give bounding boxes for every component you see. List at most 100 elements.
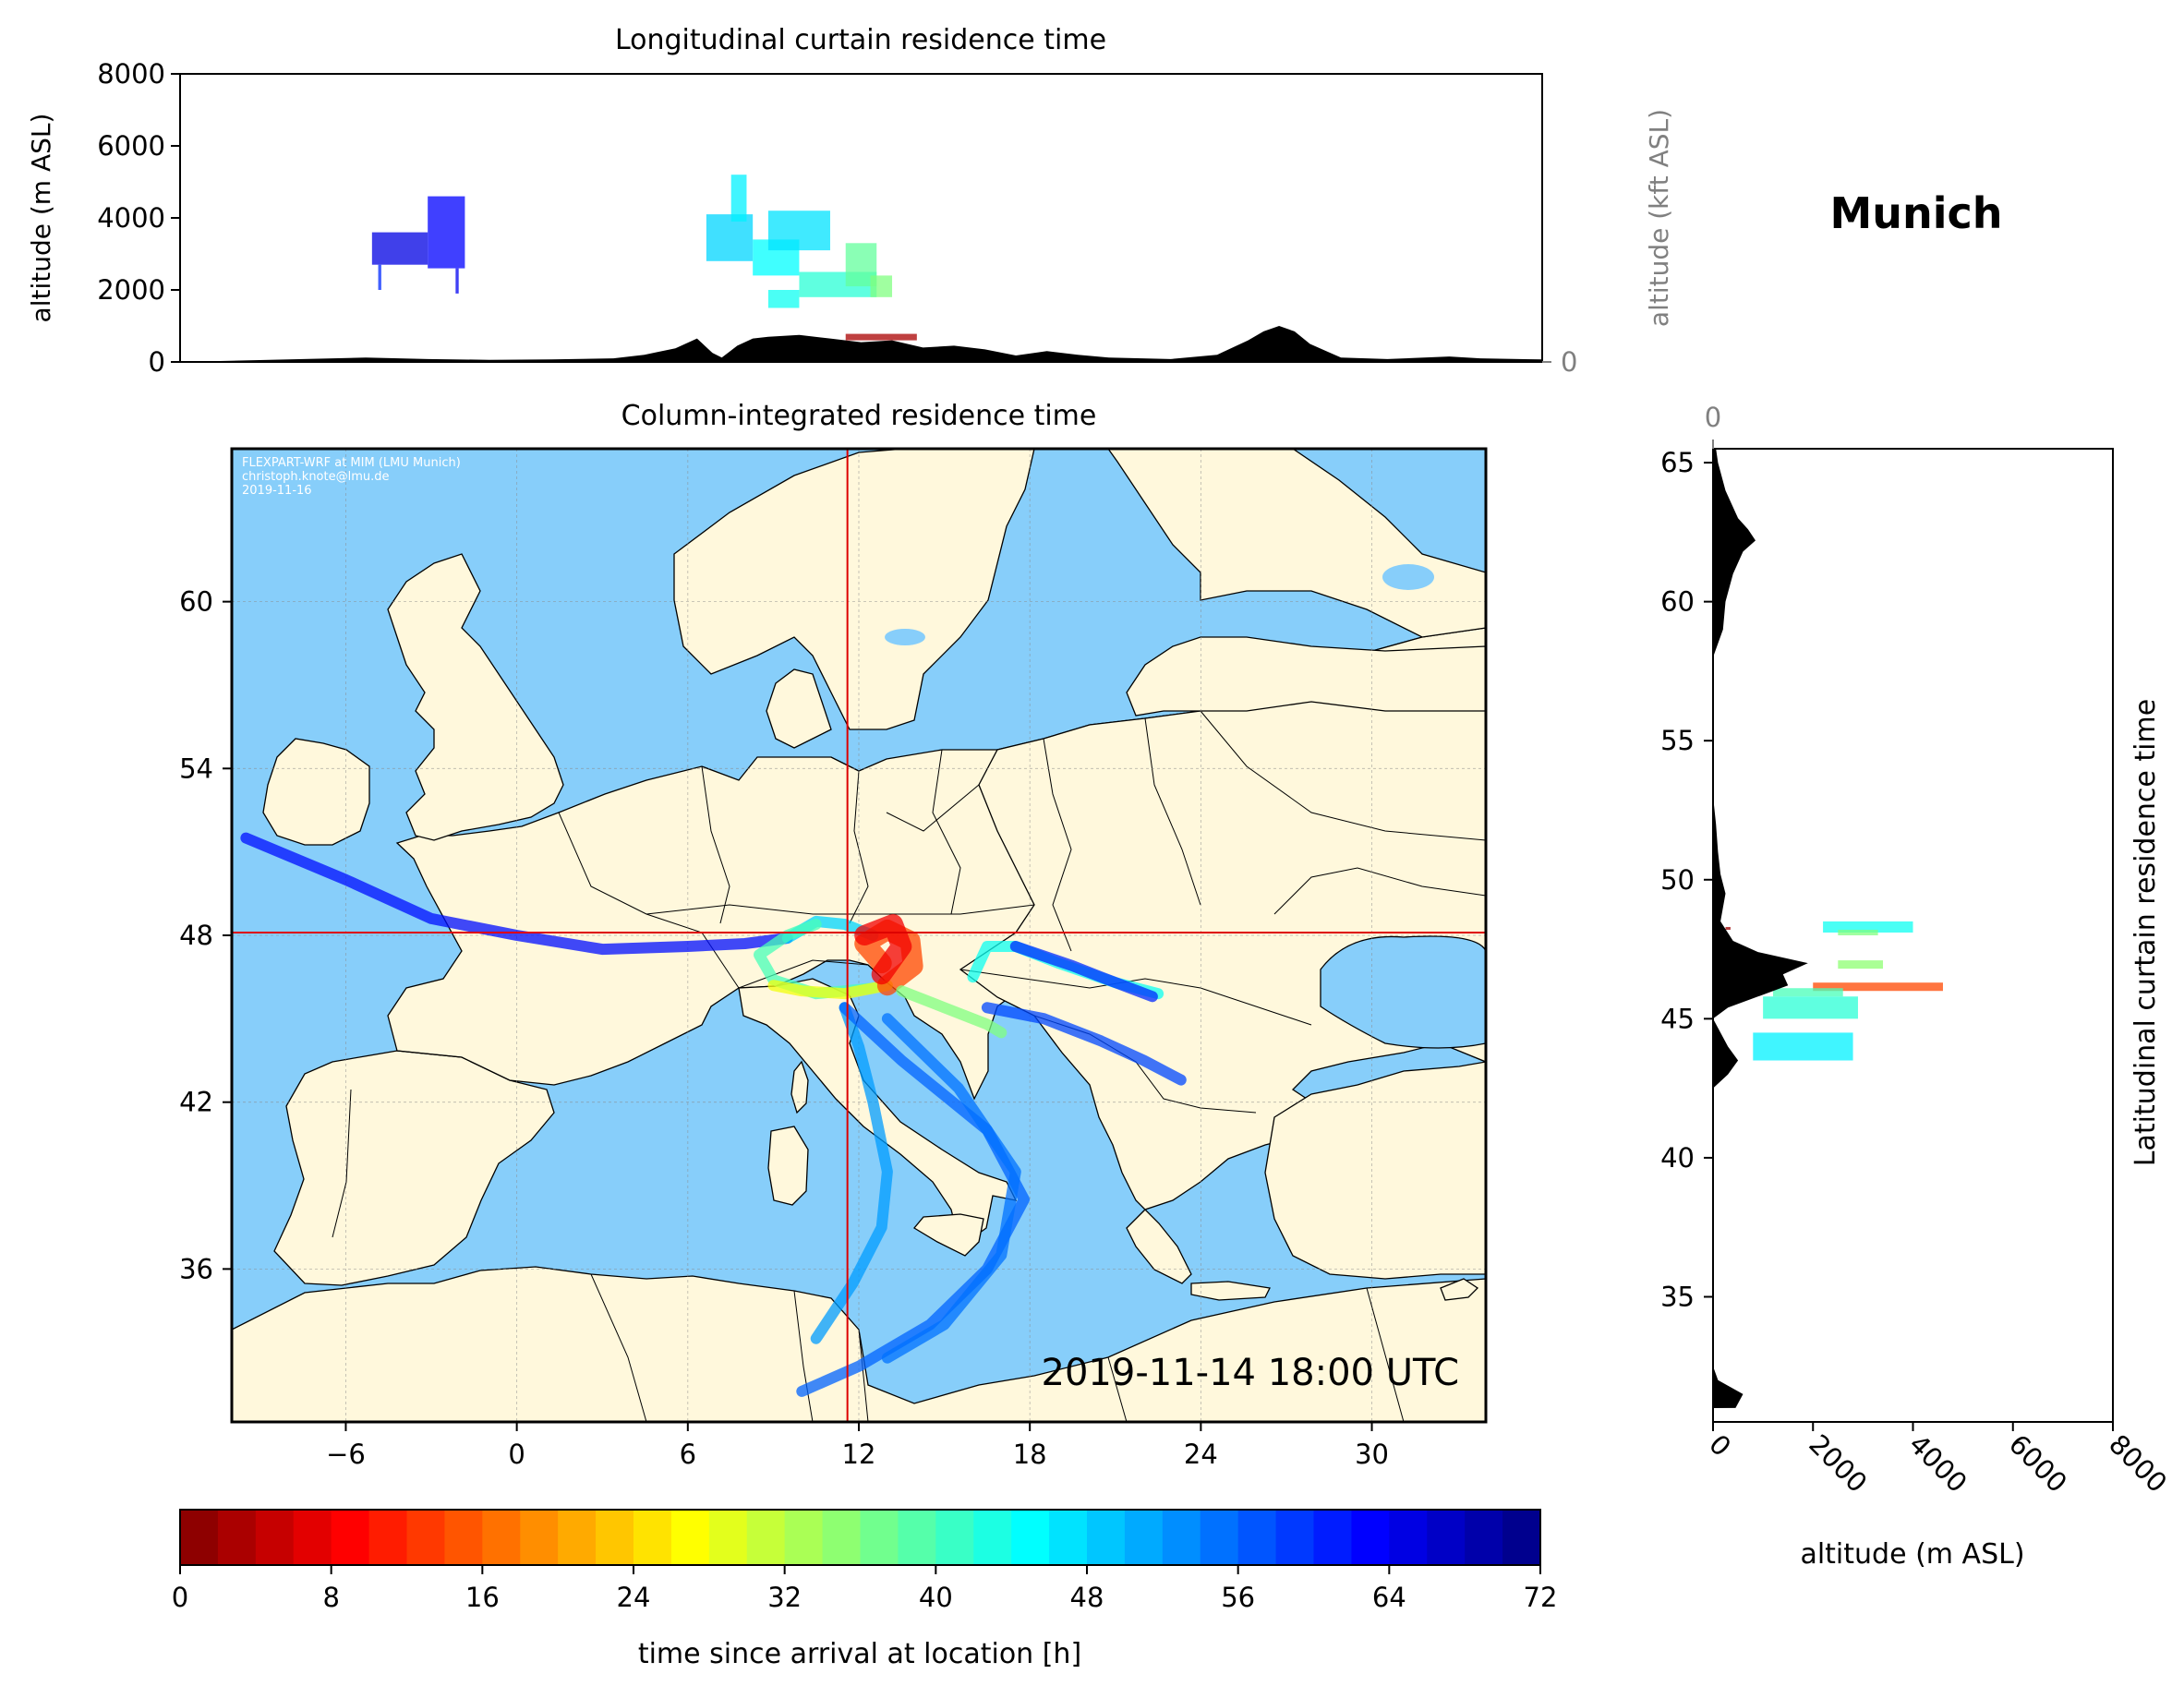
colorbar-band	[1124, 1510, 1164, 1565]
colorbar-band	[368, 1510, 407, 1565]
colorbar-tick-label: 0	[172, 1582, 188, 1613]
top-panel-frame	[179, 73, 1543, 363]
top-plume-cell	[428, 196, 465, 269]
colorbar-band	[784, 1510, 824, 1565]
map-yticks: 36 42 48 54 60	[179, 586, 232, 1284]
right-xtick-label: 2000	[1803, 1428, 1873, 1499]
colorbar-band	[1011, 1510, 1050, 1565]
right-xtick-top-label: 0	[1705, 402, 1721, 433]
top-plume-cell	[767, 211, 830, 251]
colorbar-band	[1313, 1510, 1352, 1565]
right-plume-cell	[1753, 1032, 1853, 1061]
top-ylabel-right: altitude (kft ASL)	[1644, 109, 1674, 327]
right-plume-cell	[1763, 996, 1858, 1019]
map-trajectories	[240, 832, 1187, 1397]
land-corsica	[790, 1060, 809, 1114]
right-xlabel: altitude (m ASL)	[1800, 1538, 2024, 1571]
map-ytick-label: 54	[179, 753, 213, 784]
top-plume-cell	[706, 214, 754, 261]
map-ytick-label: 60	[179, 586, 213, 618]
right-yticks: 35 40 45 50 55 60 65	[1660, 447, 1713, 1312]
colorbar-tick-label: 24	[617, 1582, 651, 1613]
map-xtick-label: 12	[842, 1439, 876, 1470]
colorbar-band	[670, 1510, 710, 1565]
land-baltics	[1126, 636, 1486, 717]
colorbar-tick-label: 48	[1070, 1582, 1104, 1613]
right-plume-cell	[1772, 988, 1843, 997]
right-plume-cell	[1838, 929, 1878, 935]
colorbar-band	[444, 1510, 483, 1565]
top-ytick-label: 4000	[97, 202, 165, 234]
colorbar-band	[898, 1510, 936, 1565]
right-ytick-label: 55	[1660, 725, 1695, 756]
top-plume-cell	[371, 232, 428, 265]
land-cyprus	[1440, 1278, 1479, 1301]
credit-line: FLEXPART-WRF at MIM (LMU Munich)	[242, 456, 461, 470]
top-plumes	[371, 175, 917, 341]
lake-ladoga	[1382, 564, 1434, 590]
colorbar-band	[255, 1510, 295, 1565]
station-title: Munich	[1829, 188, 2002, 238]
right-ytick-label: 50	[1660, 864, 1695, 896]
trajectory	[1009, 941, 1158, 1003]
map-xtick-label: 30	[1355, 1439, 1389, 1470]
trajectory	[881, 1013, 1021, 1364]
map-xtick-label: 18	[1013, 1439, 1047, 1470]
colorbar-band	[746, 1510, 786, 1565]
colorbar-band	[1275, 1510, 1314, 1565]
land-iberia	[273, 1050, 555, 1286]
right-xtick-label: 4000	[1903, 1428, 1973, 1499]
colorbar-tick-label: 56	[1221, 1582, 1255, 1613]
colorbar-band	[1351, 1510, 1390, 1565]
right-ytick-label: 45	[1660, 1003, 1695, 1034]
land-sicily	[913, 1213, 984, 1257]
land-denmark	[766, 668, 832, 749]
right-xticks-top: 050100	[1705, 402, 1721, 449]
colorbar-tick-label: 40	[919, 1582, 953, 1613]
trajectory	[981, 1002, 1187, 1086]
top-yticks: 0 2000 4000 6000 8000	[97, 58, 180, 378]
colorbar-band	[217, 1510, 257, 1565]
colorbar-band	[1502, 1510, 1541, 1565]
black-sea	[1320, 935, 1486, 1049]
right-plume-cell	[1725, 926, 1731, 930]
colorbar-tick-label: 72	[1524, 1582, 1558, 1613]
colorbar-tick-label: 8	[322, 1582, 339, 1613]
top-terrain	[180, 326, 1542, 362]
top-ytick-right-label: 0	[1561, 346, 1577, 378]
colorbar-band	[1200, 1510, 1239, 1565]
top-ytick-label: 6000	[97, 130, 165, 162]
colorbar-band	[708, 1510, 748, 1565]
colorbar-band	[180, 1510, 219, 1565]
right-ytick-label: 60	[1660, 586, 1695, 618]
top-plume-cell	[845, 333, 917, 341]
colorbar-band	[973, 1510, 1012, 1565]
right-xtick-label: 6000	[2003, 1428, 2073, 1499]
right-ytick-label: 35	[1660, 1281, 1695, 1312]
colorbar-band	[935, 1510, 974, 1565]
top-plume-cell	[730, 175, 747, 222]
top-plume-cell	[767, 290, 800, 308]
colorbar-band	[1087, 1510, 1126, 1565]
map-xtick-label: −6	[326, 1439, 366, 1470]
credit-line: 2019-11-16	[242, 484, 312, 498]
map-borders	[332, 710, 1486, 1422]
top-ytick-label: 2000	[97, 274, 165, 306]
colorbar-band	[482, 1510, 521, 1565]
top-panel-title: Longitudinal curtain residence time	[615, 24, 1106, 56]
top-ylabel: altitude (m ASL)	[26, 114, 56, 323]
colorbar-tick-label: 64	[1372, 1582, 1406, 1613]
map-title: Column-integrated residence time	[621, 400, 1097, 432]
right-ytick-label: 40	[1660, 1142, 1695, 1174]
top-plume-cell	[455, 268, 459, 294]
trajectory	[240, 832, 793, 956]
top-ytick-label: 8000	[97, 58, 165, 90]
colorbar-band	[331, 1510, 370, 1565]
colorbar-band	[293, 1510, 332, 1565]
right-plume-cell	[1838, 960, 1884, 969]
land-crete	[1190, 1281, 1271, 1301]
lake-vanern	[885, 629, 925, 645]
colorbar-tick-label: 16	[465, 1582, 500, 1613]
colorbar-band	[520, 1510, 559, 1565]
